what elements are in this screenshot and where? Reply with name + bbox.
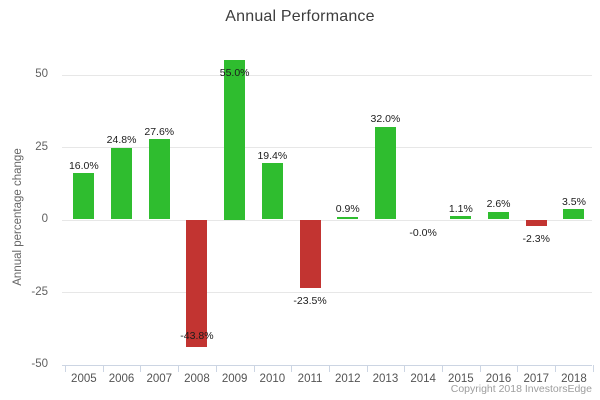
x-axis-tick bbox=[102, 364, 104, 372]
gridline-0 bbox=[62, 219, 592, 221]
bar-2006 bbox=[111, 147, 133, 220]
bar-2009 bbox=[224, 60, 246, 220]
bar-value-label-2015: 1.1% bbox=[448, 202, 473, 215]
x-tick-label-2012: 2012 bbox=[334, 372, 361, 385]
bar-2010 bbox=[261, 163, 283, 220]
x-axis-tick bbox=[404, 364, 406, 372]
copyright-text: Copyright 2018 InvestorsEdge bbox=[450, 383, 592, 395]
bar-value-label-2011: -23.5% bbox=[293, 294, 327, 307]
y-tick-label-0: 0 bbox=[41, 213, 48, 225]
bar-2005 bbox=[73, 173, 95, 220]
bar-2008 bbox=[186, 219, 208, 347]
x-axis-tick bbox=[140, 364, 142, 372]
bar-value-label-2008: -43.8% bbox=[180, 330, 214, 342]
y-tick-label--50: -50 bbox=[31, 358, 48, 370]
bar-2015 bbox=[450, 216, 472, 220]
x-tick-label-2007: 2007 bbox=[146, 372, 173, 385]
x-axis-tick bbox=[479, 364, 481, 372]
x-tick-label-2009: 2009 bbox=[221, 372, 248, 385]
bar-value-label-2014: -0.0% bbox=[409, 226, 437, 239]
x-axis-tick bbox=[291, 364, 293, 372]
bar-2016 bbox=[488, 211, 510, 220]
x-axis-line bbox=[62, 364, 592, 366]
bar-value-label-2010: 19.4% bbox=[257, 149, 288, 162]
x-axis-tick bbox=[442, 364, 443, 372]
x-axis-tick bbox=[366, 364, 368, 372]
x-axis-tick bbox=[253, 364, 255, 372]
x-tick-label-2006: 2006 bbox=[108, 372, 135, 385]
x-tick-label-2015: 2015 bbox=[448, 372, 474, 385]
y-tick-label-25: 25 bbox=[35, 140, 48, 153]
x-axis-tick bbox=[592, 364, 594, 372]
x-axis-tick bbox=[328, 364, 330, 372]
x-tick-label-2011: 2011 bbox=[297, 372, 323, 385]
x-tick-label-2017: 2017 bbox=[523, 372, 550, 385]
bar-2017 bbox=[525, 219, 547, 227]
x-axis-tick bbox=[517, 364, 519, 372]
bar-value-label-2013: 32.0% bbox=[370, 113, 401, 126]
gridline--25 bbox=[62, 292, 592, 293]
y-tick-label--25: -25 bbox=[31, 285, 48, 298]
x-tick-label-2014: 2014 bbox=[410, 372, 436, 385]
x-tick-label-2008: 2008 bbox=[184, 372, 210, 385]
bar-2007 bbox=[148, 139, 170, 220]
x-tick-label-2018: 2018 bbox=[561, 372, 587, 385]
y-tick-label-50: 50 bbox=[35, 68, 48, 80]
bar-value-label-2006: 24.8% bbox=[106, 134, 137, 147]
bar-2018 bbox=[563, 209, 585, 220]
bar-value-label-2005: 16.0% bbox=[68, 159, 99, 172]
bar-value-label-2012: 0.9% bbox=[335, 203, 360, 216]
bar-value-label-2018: 3.5% bbox=[561, 195, 586, 208]
x-axis-tick bbox=[178, 364, 180, 372]
gridline-25 bbox=[62, 147, 592, 148]
chart-title: Annual Performance bbox=[225, 8, 375, 25]
x-axis-tick bbox=[65, 364, 66, 372]
x-axis-tick bbox=[215, 364, 217, 372]
bar-2011 bbox=[299, 219, 321, 288]
bar-value-label-2009: 55.0% bbox=[219, 67, 250, 79]
bar-value-label-2016: 2.6% bbox=[486, 198, 511, 211]
x-tick-label-2005: 2005 bbox=[71, 372, 97, 385]
x-tick-label-2016: 2016 bbox=[485, 372, 512, 385]
gridline-50 bbox=[62, 74, 592, 76]
x-tick-label-2010: 2010 bbox=[259, 372, 286, 385]
bar-2013 bbox=[374, 126, 396, 220]
bar-value-label-2007: 27.6% bbox=[144, 125, 175, 138]
bar-value-label-2017: -2.3% bbox=[522, 233, 550, 246]
x-tick-label-2013: 2013 bbox=[372, 372, 399, 385]
bar-2012 bbox=[337, 216, 359, 220]
x-axis-tick bbox=[555, 364, 557, 372]
